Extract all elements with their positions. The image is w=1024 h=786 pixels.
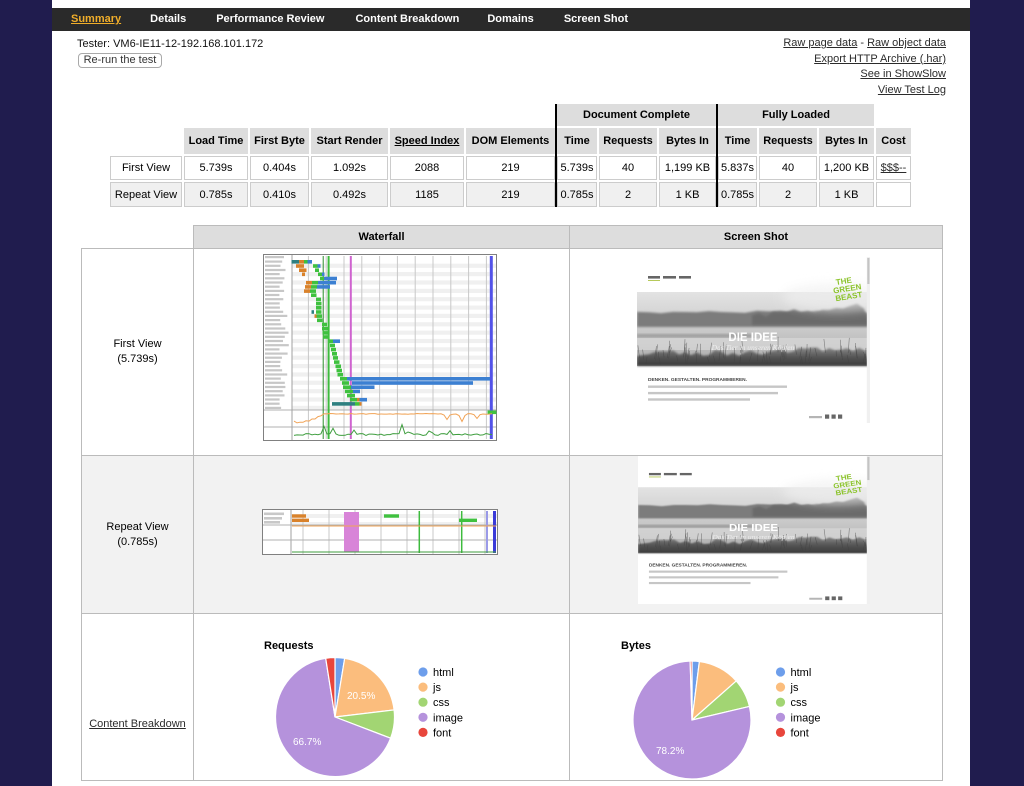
svg-text:js: js	[432, 682, 441, 694]
svg-text:html: html	[791, 667, 812, 679]
svg-text:BEAST: BEAST	[835, 290, 863, 303]
svg-text:DIE IDEE: DIE IDEE	[728, 332, 778, 344]
svg-text:GREEN: GREEN	[833, 478, 862, 490]
svg-text:image: image	[791, 712, 821, 724]
svg-text:font: font	[433, 727, 451, 739]
svg-text:Requests: Requests	[264, 640, 314, 652]
svg-text:font: font	[791, 727, 809, 739]
svg-text:Bytes: Bytes	[621, 640, 651, 652]
svg-text:image: image	[433, 712, 463, 724]
svg-text:Das Tier in unseren Köpfen: Das Tier in unseren Köpfen	[711, 343, 795, 352]
svg-text:css: css	[433, 697, 450, 709]
svg-text:html: html	[433, 667, 454, 679]
svg-text:DENKEN. GESTALTEN. PROGRAMMIER: DENKEN. GESTALTEN. PROGRAMMIEREN.	[648, 377, 747, 383]
svg-text:js: js	[790, 682, 799, 694]
svg-text:66.7%: 66.7%	[293, 737, 321, 748]
svg-text:GREEN: GREEN	[832, 282, 862, 295]
svg-text:20.5%: 20.5%	[347, 691, 375, 702]
svg-text:DENKEN. GESTALTEN. PROGRAMMIER: DENKEN. GESTALTEN. PROGRAMMIEREN.	[649, 563, 747, 568]
svg-text:DIE IDEE: DIE IDEE	[729, 522, 778, 533]
svg-text:css: css	[791, 697, 808, 709]
svg-text:Das Tier in unseren Köpfen: Das Tier in unseren Köpfen	[711, 533, 795, 541]
svg-text:78.2%: 78.2%	[656, 746, 684, 757]
svg-text:THE: THE	[835, 472, 852, 483]
svg-text:BEAST: BEAST	[835, 485, 864, 497]
svg-text:THE: THE	[835, 275, 853, 286]
